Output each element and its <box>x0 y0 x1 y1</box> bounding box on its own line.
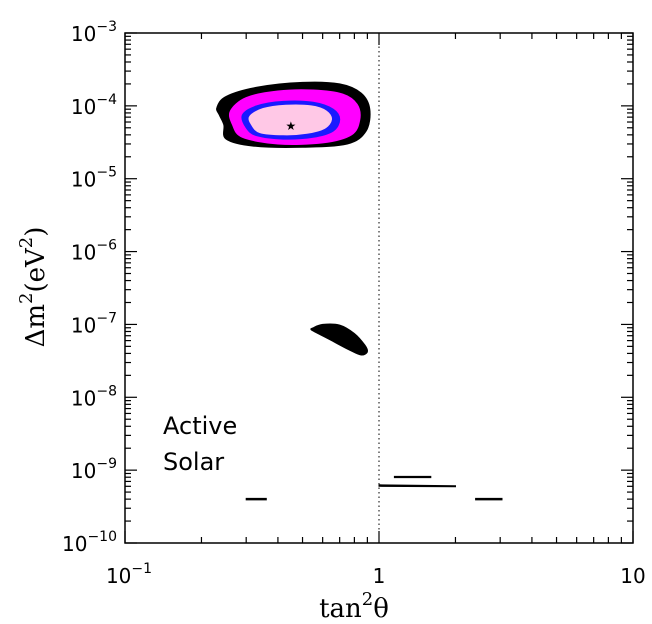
x-tick-labels: 10−1 1 10 <box>106 561 646 588</box>
contour-region-6 <box>378 484 456 488</box>
y-tick-label: 10−9 <box>71 456 117 483</box>
x-axis-label-base: tan <box>319 594 362 624</box>
y-axis-label: Δm2(eV2) <box>16 227 51 348</box>
y-axis-label-post: ) <box>21 227 51 237</box>
contour-region-4 <box>310 323 369 356</box>
x-axis-label-sup: 2 <box>362 589 373 610</box>
plot-frame <box>124 32 634 544</box>
x-tick-label: 1 <box>373 564 386 588</box>
best-fit-layer: ★ <box>286 119 297 133</box>
y-tick-labels: 10−3 10−4 10−5 10−6 10−7 10−8 10−9 10−10 <box>62 19 117 556</box>
x-axis-label: tan2θ <box>319 589 389 624</box>
y-tick-label: 10−8 <box>71 383 117 410</box>
x-tick-label: 10 <box>620 564 645 588</box>
annotation-line-2: Solar <box>163 448 224 476</box>
contour-region-5 <box>245 497 267 501</box>
y-axis-label-sup2: 2 <box>16 237 37 248</box>
tick-marks <box>124 32 634 544</box>
y-tick-label: 10−7 <box>71 310 117 337</box>
contour-region-7 <box>393 475 432 479</box>
y-axis-label-mid: (eV <box>21 247 51 293</box>
best-fit-marker: ★ <box>286 119 297 133</box>
y-tick-label: 10−4 <box>71 92 117 119</box>
y-axis-label-pre: Δm <box>21 304 51 347</box>
x-axis-label-tail: θ <box>373 594 389 624</box>
y-axis-label-sup1: 2 <box>16 293 37 304</box>
contour-regions <box>216 81 503 501</box>
y-tick-label: 10−5 <box>71 165 117 192</box>
y-tick-label: 10−6 <box>71 238 117 265</box>
y-tick-label: 10−10 <box>62 529 117 556</box>
contour-region-3 <box>248 104 333 136</box>
annotation-line-1: Active <box>163 412 237 440</box>
x-tick-label: 10−1 <box>106 561 152 588</box>
contour-region-8 <box>475 497 503 501</box>
y-tick-label: 10−3 <box>71 19 117 46</box>
